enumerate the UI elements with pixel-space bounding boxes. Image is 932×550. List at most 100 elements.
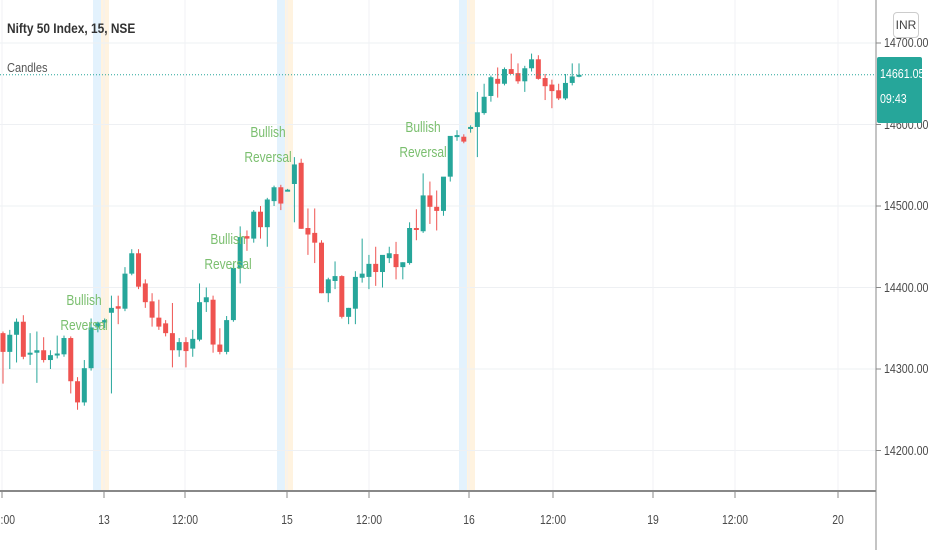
highlight-band-orange xyxy=(101,0,109,491)
candle xyxy=(346,307,352,325)
signal-line2: Reversal xyxy=(60,317,108,334)
candle xyxy=(264,197,270,247)
time-tick-label: 20 xyxy=(832,512,844,527)
candle xyxy=(244,230,250,251)
signal-line2: Reversal xyxy=(244,149,292,166)
symbol-title[interactable]: Nifty 50 Index, 15, NSE xyxy=(7,20,136,36)
candle-body xyxy=(325,279,331,294)
candle-body xyxy=(34,350,40,353)
candle-body xyxy=(515,73,521,82)
candle xyxy=(54,335,60,359)
candle-body xyxy=(88,327,94,369)
candle-body xyxy=(339,276,345,317)
time-tick-label: 12:00 xyxy=(721,512,749,527)
candle-body xyxy=(203,297,209,303)
highlight-band-blue xyxy=(277,0,285,491)
candle-body xyxy=(197,302,203,340)
candle-body xyxy=(156,317,162,327)
bar-countdown: 09:43 xyxy=(880,91,907,106)
signal-line1: Bullish xyxy=(250,124,286,141)
candle-body xyxy=(427,195,433,207)
candle-body xyxy=(495,78,501,84)
time-tick-label: 12:00 xyxy=(0,512,16,527)
candle xyxy=(115,295,121,325)
candle xyxy=(556,83,562,101)
candle xyxy=(217,328,223,355)
candle-body xyxy=(434,206,440,211)
time-tick-label: 12:00 xyxy=(171,512,199,527)
candle-body xyxy=(149,301,155,318)
highlight-band-orange xyxy=(467,0,475,491)
candle xyxy=(379,254,385,288)
candle xyxy=(366,254,372,290)
candle-body xyxy=(508,69,514,74)
candle xyxy=(474,91,480,158)
candle-body xyxy=(569,76,575,83)
signal-line1: Bullish xyxy=(66,292,102,309)
candle xyxy=(197,283,203,342)
candle-body xyxy=(264,199,270,228)
candle-body xyxy=(190,338,196,349)
candle-body xyxy=(413,228,419,231)
candle xyxy=(413,209,419,241)
candle-body xyxy=(136,253,142,287)
candle-body xyxy=(535,59,541,79)
candle-body xyxy=(47,355,53,361)
candle-body xyxy=(183,342,189,352)
candle xyxy=(14,318,20,363)
candle-body xyxy=(108,307,114,313)
candle-body xyxy=(271,187,277,202)
candle-body xyxy=(176,342,182,351)
candle-body xyxy=(278,187,284,204)
candle xyxy=(318,240,324,294)
candle-body xyxy=(332,276,338,281)
candle-body xyxy=(291,164,297,184)
candle xyxy=(508,53,514,74)
candle-body xyxy=(115,306,121,309)
signal-label: Bullish Reversal xyxy=(196,227,260,277)
candle xyxy=(75,377,81,410)
time-tick-label: 12:00 xyxy=(539,512,567,527)
candle-body xyxy=(0,333,6,352)
candle xyxy=(224,316,230,355)
candle xyxy=(549,79,555,109)
candle-body xyxy=(129,253,135,274)
candle-body xyxy=(440,176,446,211)
candle xyxy=(203,287,209,312)
signal-label: Bullish Reversal xyxy=(391,115,455,165)
candle-body xyxy=(312,232,318,243)
candle xyxy=(0,331,6,384)
axis-tick-marks xyxy=(1,42,881,498)
candle xyxy=(122,267,128,312)
candle xyxy=(183,337,189,368)
candle xyxy=(407,222,413,265)
candle-body xyxy=(359,273,365,278)
candle xyxy=(515,63,521,84)
signal-label: Bullish Reversal xyxy=(52,288,116,338)
candle xyxy=(522,65,528,92)
candle xyxy=(176,338,182,357)
candle xyxy=(359,238,365,283)
series-label[interactable]: Candles xyxy=(7,60,48,75)
candle-body xyxy=(258,211,264,228)
candle xyxy=(454,130,460,141)
time-tick-label: 12:00 xyxy=(355,512,383,527)
candle xyxy=(142,279,148,308)
session-highlight-bands xyxy=(93,0,475,491)
candle xyxy=(569,63,575,86)
candle xyxy=(210,295,216,353)
candle-body xyxy=(169,333,175,351)
candle xyxy=(461,134,467,144)
candle xyxy=(305,208,311,255)
currency-button[interactable]: INR xyxy=(893,12,919,38)
candle xyxy=(7,329,13,369)
signal-line1: Bullish xyxy=(210,231,246,248)
candle-body xyxy=(61,338,67,355)
candle-body xyxy=(210,299,216,345)
candle-body xyxy=(54,353,60,356)
candle-body xyxy=(305,228,311,235)
candle xyxy=(230,263,236,322)
candle-body xyxy=(244,236,250,239)
candle-body xyxy=(27,352,33,355)
